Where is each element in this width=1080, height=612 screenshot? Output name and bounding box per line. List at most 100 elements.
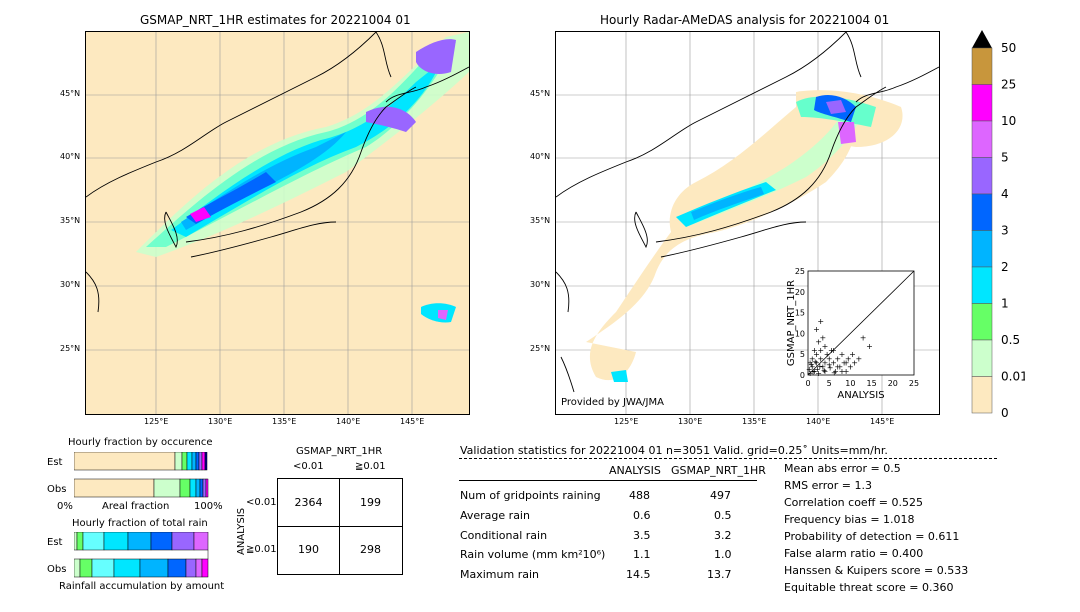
score-far: False alarm ratio = 0.400 bbox=[784, 547, 924, 560]
right-lat-25: 25°N bbox=[530, 344, 551, 353]
left-lon-125: 125°E bbox=[144, 417, 169, 426]
score-mae: Mean abs error = 0.5 bbox=[784, 462, 901, 475]
scatter-y-tick: 25 bbox=[795, 267, 805, 276]
right-lon-140: 140°E bbox=[806, 417, 831, 426]
validation-row-3-gsmap: 1.0 bbox=[714, 548, 732, 561]
scatter-xlabel: ANALYSIS bbox=[837, 390, 884, 401]
scatter-point: + bbox=[822, 367, 829, 376]
scatter-x-tick: 0 bbox=[805, 379, 810, 388]
colorbar-segments bbox=[971, 47, 993, 414]
scatter-point: + bbox=[822, 342, 829, 351]
scatter-point: + bbox=[851, 359, 858, 368]
scatter-point: + bbox=[807, 359, 814, 368]
colorbar-label: 5 bbox=[1001, 151, 1009, 165]
left-lat-40: 40°N bbox=[60, 152, 81, 161]
occurence-axis-0: 0% bbox=[57, 501, 73, 512]
right-lat-35: 35°N bbox=[530, 216, 551, 225]
total-rain-est-bar bbox=[74, 532, 209, 551]
scatter-x-tick: 5 bbox=[827, 379, 832, 388]
scatter-point: + bbox=[809, 354, 816, 363]
scatter-point: + bbox=[860, 334, 867, 343]
right-map-title: Hourly Radar-AMeDAS analysis for 2022100… bbox=[600, 13, 890, 27]
colorbar-segment bbox=[971, 266, 993, 304]
scatter-point: + bbox=[832, 367, 839, 376]
scatter-point: + bbox=[856, 354, 863, 363]
score-hk: Hanssen & Kuipers score = 0.533 bbox=[784, 564, 969, 577]
right-map-svg bbox=[556, 32, 939, 414]
contingency-cell-10: 190 bbox=[298, 543, 319, 556]
scatter-point: + bbox=[841, 359, 848, 368]
scatter-point: + bbox=[808, 360, 815, 369]
right-map-credit: Provided by JWA/JMA bbox=[561, 397, 664, 408]
scatter-x-tick: 15 bbox=[867, 379, 877, 388]
validation-header-line bbox=[459, 480, 757, 481]
validation-dash-line bbox=[459, 458, 997, 459]
right-lat-40: 40°N bbox=[530, 152, 551, 161]
left-map-title: GSMAP_NRT_1HR estimates for 20221004 01 bbox=[140, 13, 411, 27]
scatter-point: + bbox=[812, 357, 819, 366]
scatter-point: + bbox=[807, 369, 814, 378]
colorbar-label: 2 bbox=[1001, 260, 1009, 274]
score-pod: Probability of detection = 0.611 bbox=[784, 530, 960, 543]
scatter-point: + bbox=[817, 317, 824, 326]
scatter-y-ticks: 0 5 10 15 20 25 bbox=[795, 267, 805, 380]
contingency-row-lt: <0.01 bbox=[246, 497, 277, 508]
contingency-col-ge: ≧0.01 bbox=[355, 461, 386, 472]
scatter-diagonal bbox=[807, 270, 915, 376]
colorbar-labels: 50 25 10 5 4 3 2 1 0.5 0.01 0 bbox=[1001, 41, 1025, 418]
left-lon-130: 130°E bbox=[208, 417, 233, 426]
score-rmse: RMS error = 1.3 bbox=[784, 479, 872, 492]
scatter-point: + bbox=[845, 354, 852, 363]
validation-row-3-analysis: 1.1 bbox=[633, 548, 651, 561]
scatter-ylabel: GSMAP_NRT_1HR bbox=[786, 280, 797, 366]
score-corr: Correlation coeff = 0.525 bbox=[784, 496, 923, 509]
colorbar-segment bbox=[971, 84, 993, 122]
right-lon-145: 145°E bbox=[870, 417, 895, 426]
scatter-point: + bbox=[824, 350, 831, 359]
occurence-obs-bar bbox=[74, 478, 209, 498]
scatter-point: + bbox=[815, 338, 822, 347]
colorbar-segment bbox=[971, 303, 993, 341]
left-lat-45: 45°N bbox=[60, 89, 81, 98]
contingency-cell-01: 199 bbox=[360, 496, 381, 509]
scatter-y-tick: 20 bbox=[795, 288, 805, 297]
validation-title: Validation statistics for 20221004 01 n=… bbox=[460, 444, 888, 457]
right-lon-130: 130°E bbox=[678, 417, 703, 426]
colorbar-segment bbox=[971, 339, 993, 377]
colorbar: 50 25 10 5 4 3 2 1 0.5 0.01 0 bbox=[971, 30, 1025, 418]
scatter-y-tick: 0 bbox=[800, 371, 805, 380]
scatter-point: + bbox=[811, 367, 818, 376]
scatter-point: + bbox=[817, 362, 824, 371]
scatter-x-tick: 25 bbox=[909, 379, 919, 388]
colorbar-label: 1 bbox=[1001, 297, 1009, 311]
scatter-inset: ++++++++++++++++++++++++++++++++++++++++… bbox=[786, 267, 919, 401]
scatter-point: + bbox=[834, 354, 841, 363]
left-lon-140: 140°E bbox=[336, 417, 361, 426]
validation-row-0-gsmap: 497 bbox=[710, 489, 731, 502]
occurence-est-bar bbox=[74, 452, 208, 471]
validation-row-1-label: Average rain bbox=[460, 509, 530, 522]
scatter-point: + bbox=[830, 359, 837, 368]
contingency-cell-00: 2364 bbox=[294, 496, 323, 509]
contingency-cell-11: 298 bbox=[360, 543, 381, 556]
scatter-y-tick: 10 bbox=[795, 329, 805, 338]
left-map-svg bbox=[86, 32, 469, 414]
left-map bbox=[85, 31, 470, 415]
contingency-grid: 2364 199 190 298 bbox=[277, 478, 403, 575]
colorbar-label: 4 bbox=[1001, 187, 1009, 201]
contingency-col-lt: <0.01 bbox=[293, 461, 324, 472]
scatter-point: + bbox=[813, 350, 820, 359]
colorbar-segment bbox=[971, 120, 993, 158]
left-lat-30: 30°N bbox=[60, 280, 81, 289]
colorbar-segment bbox=[971, 230, 993, 268]
occurence-title: Hourly fraction by occurence bbox=[68, 437, 213, 448]
colorbar-label: 0.01 bbox=[1001, 370, 1025, 384]
validation-col-gsmap: GSMAP_NRT_1HR bbox=[671, 464, 766, 477]
occurence-bars bbox=[74, 452, 209, 498]
colorbar-label: 0 bbox=[1001, 406, 1009, 418]
scatter-point: + bbox=[817, 346, 824, 355]
contingency-title: GSMAP_NRT_1HR bbox=[296, 446, 383, 457]
left-lon-145: 145°E bbox=[400, 417, 425, 426]
scatter-point: + bbox=[847, 363, 854, 372]
total-rain-obs-label: Obs bbox=[47, 564, 67, 575]
